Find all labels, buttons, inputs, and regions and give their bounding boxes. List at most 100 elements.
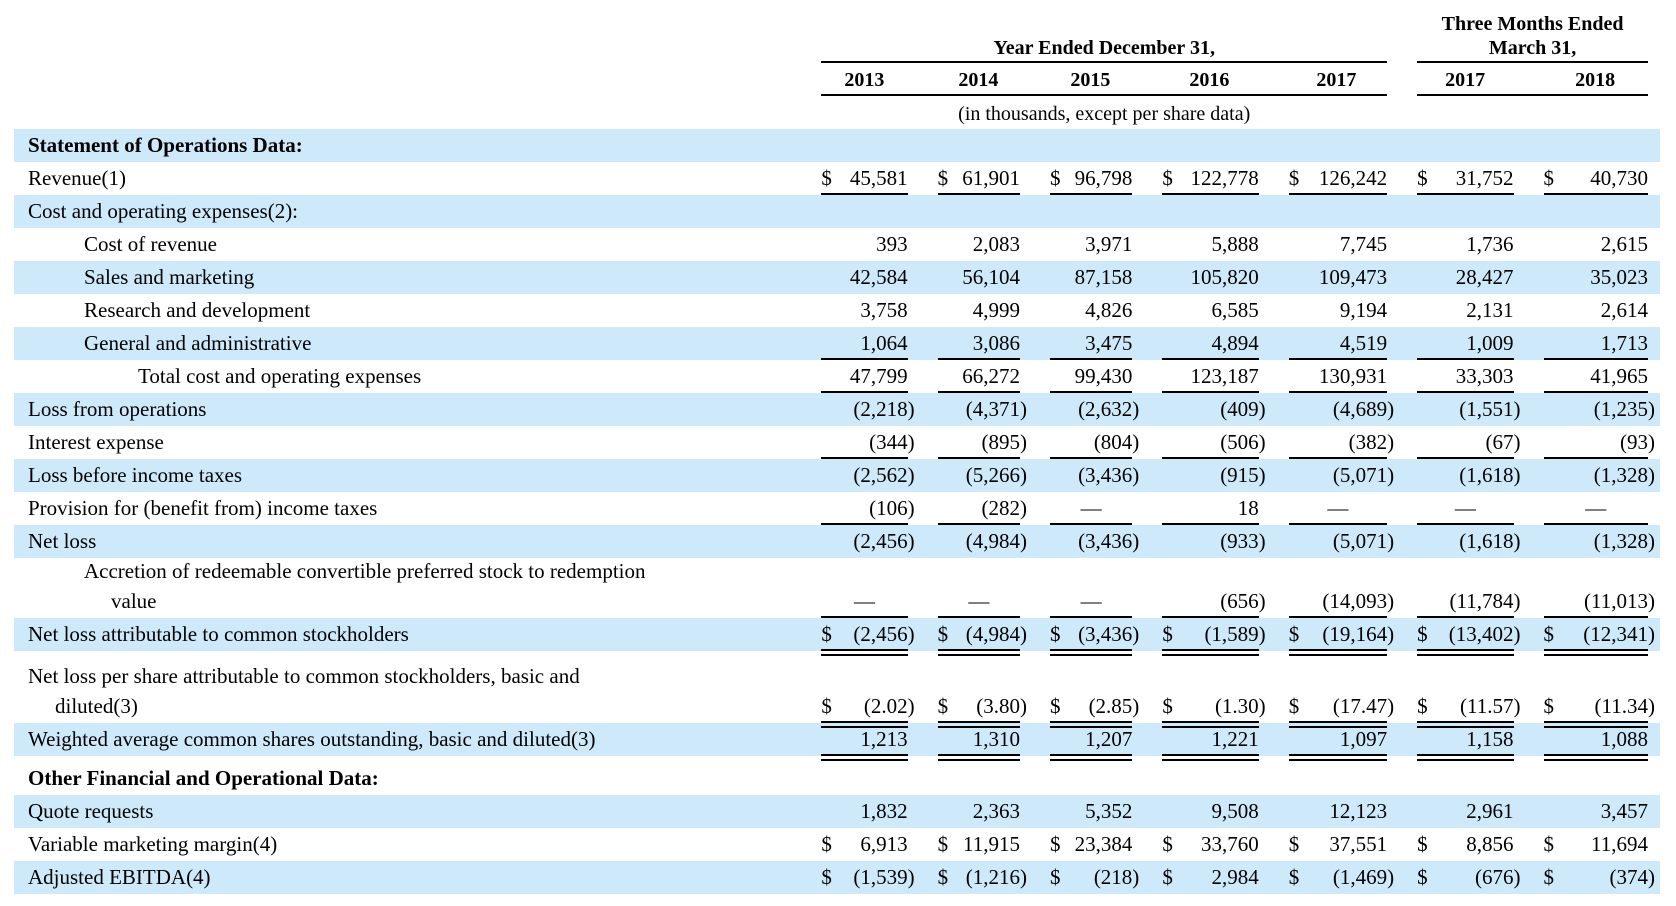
value-box: (4,984) bbox=[938, 528, 1027, 554]
value-box: (2,218) bbox=[821, 396, 914, 422]
cell-value: 99,430 bbox=[1074, 364, 1133, 388]
value-cell: (4,371) bbox=[907, 393, 1027, 426]
value-box: $122,778 bbox=[1162, 165, 1260, 195]
value-cell: 4,519 bbox=[1258, 327, 1388, 360]
cell-value: 31,752 bbox=[1455, 166, 1514, 190]
table-row: Net loss (2,456) (4,984) (3,436) (933) (5,071… bbox=[14, 525, 1660, 558]
cell-value: (282) bbox=[981, 496, 1027, 520]
value-cell: 2,615 bbox=[1514, 228, 1661, 261]
cell-value: (2.02) bbox=[863, 694, 915, 718]
value-cell: 4,894 bbox=[1132, 327, 1260, 360]
value-cell: 1,064 bbox=[791, 327, 909, 360]
value-cell: $11,694 bbox=[1514, 828, 1661, 861]
column-group-cell: Three Months Ended March 31, bbox=[1387, 12, 1660, 63]
value-cell: 87,158 bbox=[1019, 261, 1133, 294]
row-label: Loss from operations bbox=[28, 397, 207, 421]
value-box: 18 bbox=[1162, 495, 1260, 525]
value-cell: 6,585 bbox=[1132, 294, 1258, 327]
value-box: 1,009 bbox=[1417, 330, 1514, 360]
value-cell: (93) bbox=[1514, 426, 1661, 459]
cell-value: — bbox=[1454, 496, 1476, 520]
dollar-sign: $ bbox=[1288, 865, 1300, 889]
value-box: (656) bbox=[1162, 588, 1266, 618]
cell-value: (656) bbox=[1220, 589, 1266, 613]
row-label: Net loss per share attributable to commo… bbox=[28, 664, 580, 688]
cell-value: 126,242 bbox=[1318, 166, 1388, 190]
cell-value: 28,427 bbox=[1455, 265, 1514, 289]
value-cell: 4,826 bbox=[1020, 294, 1132, 327]
value-box: $ (2.02) bbox=[821, 693, 915, 728]
cell-value: 3,086 bbox=[972, 331, 1020, 355]
value-cell bbox=[908, 756, 1020, 795]
cell-value: (4,984) bbox=[965, 529, 1027, 553]
row-label: Revenue(1) bbox=[28, 166, 126, 190]
cell-value: 1,221 bbox=[1211, 727, 1259, 751]
value-cell: $ (1,216) bbox=[907, 861, 1027, 894]
cell-value: 105,820 bbox=[1190, 265, 1259, 289]
column-group-header: Three Months Ended March 31, bbox=[1417, 12, 1648, 63]
value-box: $ (676) bbox=[1417, 864, 1520, 890]
cell-value: 35,023 bbox=[1590, 265, 1648, 289]
value-cell: (14,093) bbox=[1259, 558, 1394, 618]
cell-value: 37,551 bbox=[1329, 832, 1388, 856]
cell-value: (13,402) bbox=[1448, 622, 1521, 646]
row-label: Total cost and operating expenses bbox=[138, 364, 422, 388]
cell-value: — bbox=[1080, 589, 1102, 613]
value-box: $11,694 bbox=[1544, 831, 1649, 857]
year-rule-bar: 2017 2018 bbox=[1417, 67, 1648, 96]
table-row: Revenue(1) $45,581 $61,901 $96,798 $122,778 $… bbox=[14, 162, 1660, 195]
value-cell: $ (11.34) bbox=[1514, 651, 1661, 728]
column-group-header-line: Three Months Ended bbox=[1441, 13, 1624, 35]
value-cell: — bbox=[1020, 492, 1133, 525]
cell-value: (93) bbox=[1620, 430, 1655, 454]
cell-value: 11,915 bbox=[963, 832, 1020, 856]
cell-value: 18 bbox=[1237, 496, 1259, 520]
value-cell: (804) bbox=[1020, 426, 1139, 459]
cell-value: 2,615 bbox=[1600, 232, 1648, 256]
value-box: 4,519 bbox=[1288, 330, 1388, 360]
financial-table: Year Ended December 31, Three Months Ende… bbox=[14, 12, 1660, 894]
cell-value: 1,158 bbox=[1466, 727, 1514, 751]
value-box: (1,618) bbox=[1417, 528, 1520, 554]
value-box: 3,086 bbox=[937, 330, 1021, 360]
cell-value: (218) bbox=[1093, 865, 1140, 889]
dollar-sign: $ bbox=[1543, 694, 1555, 718]
value-box: $31,752 bbox=[1417, 165, 1514, 195]
table-row: Interest expense (344) (895) (804) (506) (382… bbox=[14, 426, 1660, 459]
value-cell: (11,013) bbox=[1514, 558, 1661, 618]
row-label: Variable marketing margin(4) bbox=[28, 832, 278, 856]
value-cell: 109,473 bbox=[1258, 261, 1388, 294]
value-box: (3,436) bbox=[1050, 528, 1139, 554]
value-box: 4,826 bbox=[1050, 297, 1132, 323]
value-cell bbox=[791, 195, 908, 228]
cell-value: — bbox=[1585, 496, 1607, 520]
row-label-cell: Cost and operating expenses(2): bbox=[14, 195, 792, 228]
dollar-sign: $ bbox=[821, 166, 832, 190]
value-cell bbox=[1259, 756, 1387, 795]
value-box: (11,784) bbox=[1417, 588, 1521, 618]
value-box: 393 bbox=[821, 231, 908, 257]
value-cell: (67) bbox=[1387, 426, 1521, 459]
value-cell: 1,736 bbox=[1387, 228, 1513, 261]
cell-value: 1,832 bbox=[860, 799, 908, 823]
value-cell: $ (2,456) bbox=[791, 618, 915, 656]
row-label-cell: Statement of Operations Data: bbox=[14, 129, 792, 162]
value-cell: (106) bbox=[791, 492, 915, 525]
value-box: (14,093) bbox=[1288, 588, 1394, 618]
value-cell: $33,760 bbox=[1132, 828, 1258, 861]
cell-value: (67) bbox=[1485, 430, 1521, 454]
value-cell: $31,752 bbox=[1387, 162, 1514, 195]
year-column-header: 2015 bbox=[1070, 69, 1111, 91]
value-box: $2,984 bbox=[1162, 864, 1258, 890]
value-cell: — bbox=[908, 558, 1021, 618]
value-cell bbox=[1513, 129, 1660, 162]
cell-value: 3,475 bbox=[1085, 331, 1133, 355]
row-label-cell: Research and development bbox=[14, 294, 791, 327]
cell-value: — bbox=[1327, 496, 1349, 520]
value-box: 2,131 bbox=[1417, 297, 1513, 323]
value-cell: (1,618) bbox=[1387, 459, 1521, 492]
cell-value: 11,694 bbox=[1591, 832, 1648, 856]
value-box: $ (374) bbox=[1544, 864, 1656, 890]
value-cell: 18 bbox=[1132, 492, 1260, 525]
table-row: Net loss per share attributable to commo… bbox=[14, 651, 1661, 728]
